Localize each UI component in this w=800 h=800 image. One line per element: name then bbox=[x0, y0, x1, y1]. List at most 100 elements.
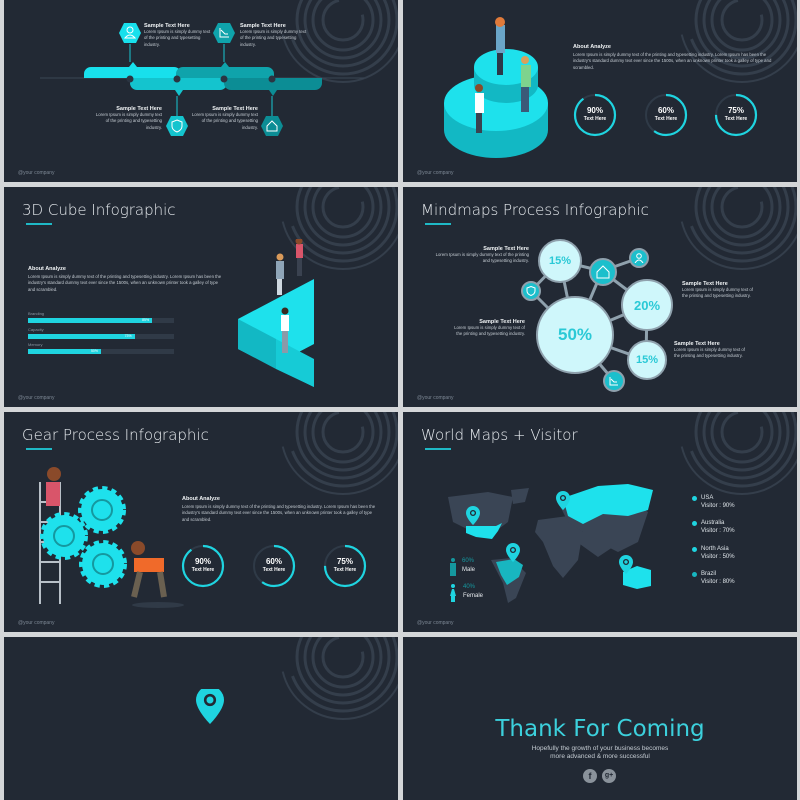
bubble-50: 50% bbox=[536, 296, 614, 374]
chart-down-icon bbox=[603, 370, 625, 392]
timeline-graphic bbox=[40, 44, 364, 116]
map-pin-icon bbox=[465, 505, 481, 526]
slide-mindmap[interactable]: Mindmaps Process Infographic 50% 15% 20%… bbox=[403, 187, 797, 407]
legend-dot bbox=[692, 572, 697, 577]
chart-down-icon bbox=[213, 23, 235, 43]
slide-title: Mindmaps Process Infographic bbox=[421, 201, 649, 219]
sample-heading: Sample Text Here bbox=[212, 106, 258, 112]
cube-stairs-illustration bbox=[238, 239, 314, 387]
progress-ring: 60% Text Here bbox=[252, 544, 296, 588]
footer-text: @your company bbox=[417, 170, 454, 176]
female-pct: 40% bbox=[463, 584, 476, 590]
about-heading: About Analyze bbox=[182, 496, 220, 502]
slide-about-pyramid[interactable]: About Analyze Lorem Ipsum is simply dummy… bbox=[403, 0, 797, 182]
footer-text: @your company bbox=[417, 620, 454, 626]
slide-thank-you[interactable]: Thank For Coming Hopefully the growth of… bbox=[403, 637, 797, 800]
ring-value: 60% bbox=[265, 557, 282, 566]
slide-timeline[interactable]: Sample Text Here Lorem Ipsum is simply du… bbox=[4, 0, 398, 182]
progress-ring: 90% Text Here bbox=[181, 544, 225, 588]
female-label: Female bbox=[463, 593, 484, 599]
bar-value: 50% bbox=[90, 349, 98, 353]
world-map bbox=[448, 484, 653, 603]
sample-body: Lorem Ipsum is simply dummy text of the … bbox=[435, 252, 529, 264]
facebook-icon[interactable]: f bbox=[583, 769, 597, 783]
progress-bar: 85% bbox=[28, 318, 174, 323]
legend-dot bbox=[692, 547, 697, 552]
male-label: Male bbox=[462, 567, 476, 573]
ring-label: Text Here bbox=[191, 567, 215, 573]
slide-world-map[interactable]: World Maps + Visitor 60% Male 40% Female… bbox=[403, 412, 797, 632]
about-body: Lorem Ipsum is simply dummy text of the … bbox=[28, 274, 222, 292]
bubble-20: 20% bbox=[621, 279, 673, 331]
slide-title: 3D Cube Infographic bbox=[22, 201, 176, 219]
home-icon bbox=[589, 258, 617, 286]
rings-decoration bbox=[678, 0, 797, 84]
bar-fill: 50% bbox=[28, 349, 101, 354]
title-underline bbox=[26, 223, 52, 225]
legend-dot bbox=[692, 496, 697, 501]
legend-australia: Australia Visitor : 70% bbox=[692, 519, 735, 535]
slide-location[interactable] bbox=[4, 637, 398, 800]
bar-label: Branding bbox=[28, 311, 45, 316]
male-icon bbox=[450, 558, 456, 576]
sample-body: Lorem Ipsum is simply dummy text of the … bbox=[95, 112, 162, 130]
map-pin-icon bbox=[555, 490, 571, 511]
footer-text: @your company bbox=[18, 395, 55, 401]
sample-body: Lorem Ipsum is simply dummy text of the … bbox=[674, 347, 745, 359]
ring-label: Text Here bbox=[262, 567, 286, 573]
slide-3d-cube[interactable]: 3D Cube Infographic About Analyze Lorem I… bbox=[4, 187, 398, 407]
pyramid-people-illustration bbox=[444, 17, 548, 158]
ring-label: Text Here bbox=[583, 116, 607, 122]
legend-north-asia: North Asia Visitor : 50% bbox=[692, 545, 735, 561]
title-underline bbox=[26, 448, 52, 450]
sample-heading: Sample Text Here bbox=[674, 341, 720, 347]
thank-you-title: Thank For Coming bbox=[495, 716, 705, 742]
thank-you-subtitle-2: more advanced & more successful bbox=[550, 753, 650, 760]
progress-ring: 90% Text Here bbox=[573, 93, 617, 137]
sample-body: Lorem Ipsum is simply dummy text of the … bbox=[682, 287, 753, 299]
slide-gear-process[interactable]: Gear Process Infographic About Analyze Lo… bbox=[4, 412, 398, 632]
ring-value: 60% bbox=[657, 106, 674, 115]
user-icon bbox=[629, 248, 649, 268]
progress-ring: 75% Text Here bbox=[714, 93, 758, 137]
bar-label: Capacity bbox=[28, 327, 44, 332]
ring-label: Text Here bbox=[724, 116, 748, 122]
sample-body: Lorem Ipsum is simply dummy text of the … bbox=[144, 29, 211, 47]
bubble-15-bottom: 15% bbox=[627, 340, 667, 380]
rings-decoration bbox=[279, 412, 398, 496]
about-heading: About Analyze bbox=[573, 44, 611, 50]
title-underline bbox=[425, 223, 451, 225]
ring-value: 90% bbox=[194, 557, 211, 566]
female-icon bbox=[450, 584, 456, 602]
sample-heading: Sample Text Here bbox=[479, 319, 525, 325]
progress-bar: 50% bbox=[28, 349, 174, 354]
sample-heading: Sample Text Here bbox=[483, 246, 529, 252]
about-body: Lorem Ipsum is simply dummy text of the … bbox=[182, 504, 376, 522]
bar-fill: 73% bbox=[28, 334, 135, 339]
ring-arc bbox=[181, 544, 225, 588]
user-icon bbox=[119, 23, 141, 43]
google-plus-icon[interactable]: g+ bbox=[602, 769, 616, 783]
shield-icon bbox=[166, 116, 188, 136]
ring-value: 75% bbox=[727, 106, 744, 115]
slide-title: World Maps + Visitor bbox=[421, 426, 578, 444]
gears-people-illustration bbox=[39, 467, 184, 608]
legend-usa: USA Visitor : 90% bbox=[692, 494, 735, 510]
shield-icon bbox=[521, 281, 541, 301]
progress-ring: 60% Text Here bbox=[644, 93, 688, 137]
sample-body: Lorem Ipsum is simply dummy text of the … bbox=[191, 112, 258, 130]
title-underline bbox=[425, 448, 451, 450]
progress-bar: 73% bbox=[28, 334, 174, 339]
ring-arc bbox=[573, 93, 617, 137]
about-heading: About Analyze bbox=[28, 266, 66, 272]
legend-dot bbox=[692, 521, 697, 526]
bar-value: 85% bbox=[142, 318, 150, 322]
legend-brazil: Brazil Visitor : 80% bbox=[692, 570, 735, 586]
footer-text: @your company bbox=[417, 395, 454, 401]
map-pin-icon bbox=[505, 542, 521, 563]
slide-title: Gear Process Infographic bbox=[22, 426, 209, 444]
sample-heading: Sample Text Here bbox=[116, 106, 162, 112]
progress-ring: 75% Text Here bbox=[323, 544, 367, 588]
ring-value: 90% bbox=[586, 106, 603, 115]
sample-body: Lorem Ipsum is simply dummy text of the … bbox=[240, 29, 307, 47]
